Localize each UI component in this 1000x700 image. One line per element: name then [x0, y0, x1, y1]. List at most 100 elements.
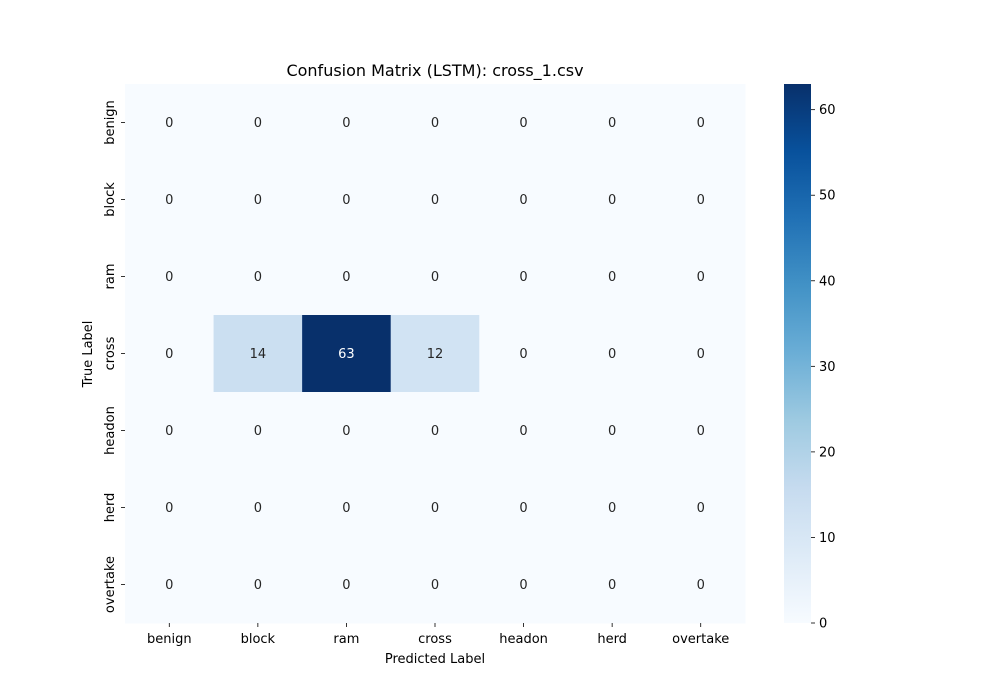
- cell-value-label: 14: [250, 347, 267, 362]
- y-axis-label: True Label: [81, 321, 96, 389]
- cell-value-label: 0: [342, 501, 350, 516]
- colorbar-tick-label: 20: [819, 445, 836, 460]
- y-axis-ticks: benign block ram cross headon herd overtake: [103, 100, 125, 613]
- colorbar-ticks: 0 10 20 30 40 50 60: [811, 103, 836, 632]
- chart-title: Confusion Matrix (LSTM): cross_1.csv: [286, 61, 583, 81]
- x-axis-label: Predicted Label: [385, 652, 485, 667]
- cell-value-label: 12: [427, 347, 444, 362]
- cell-value-label: 0: [697, 424, 705, 439]
- cell-value-label: 0: [431, 116, 439, 131]
- heatmap-cell: [479, 392, 569, 470]
- heatmap-cell: [302, 469, 392, 547]
- cell-value-label: 0: [519, 347, 527, 362]
- heatmap-cell: [213, 315, 303, 393]
- heatmap-cell: [213, 238, 303, 316]
- cell-value-label: 0: [254, 578, 262, 593]
- cell-value-label: 0: [431, 193, 439, 208]
- cell-value-label: 0: [519, 116, 527, 131]
- cell-value-label: 0: [431, 270, 439, 285]
- x-tick-label: cross: [418, 632, 452, 647]
- heatmap-cell: [567, 469, 657, 547]
- heatmap-cell: [125, 546, 215, 624]
- heatmap-cell: [213, 469, 303, 547]
- y-tick-label: ram: [103, 264, 118, 290]
- cell-value-label: 0: [697, 193, 705, 208]
- cell-value-label: 0: [342, 424, 350, 439]
- heatmap-cell: [125, 161, 215, 239]
- heatmap-cell: [656, 315, 746, 393]
- heatmap-cell: [302, 238, 392, 316]
- cell-value-label: 63: [338, 347, 355, 362]
- heatmap-cell: [479, 469, 569, 547]
- heatmap-cell: [567, 238, 657, 316]
- colorbar: [784, 84, 811, 623]
- cell-value-label: 0: [342, 193, 350, 208]
- heatmap-cell: [302, 161, 392, 239]
- heatmap-cell: [125, 238, 215, 316]
- heatmap-cell: [656, 84, 746, 162]
- heatmap-cell: [567, 546, 657, 624]
- cell-value-label: 0: [608, 347, 616, 362]
- cell-value-label: 0: [608, 270, 616, 285]
- y-tick-label: cross: [103, 336, 118, 370]
- heatmap-cell: [567, 392, 657, 470]
- heatmap-cell: [125, 469, 215, 547]
- cell-value-label: 0: [608, 501, 616, 516]
- y-tick-label: headon: [103, 406, 118, 455]
- colorbar-tick-label: 10: [819, 531, 836, 546]
- cell-value-label: 0: [165, 501, 173, 516]
- x-tick-label: overtake: [672, 632, 729, 647]
- cell-value-label: 0: [697, 578, 705, 593]
- heatmap-cells: [125, 84, 746, 624]
- cell-value-label: 0: [342, 578, 350, 593]
- cell-value-label: 0: [608, 116, 616, 131]
- cell-value-label: 0: [254, 501, 262, 516]
- x-tick-label: ram: [333, 632, 359, 647]
- heatmap-cell: [479, 84, 569, 162]
- cell-value-label: 0: [697, 270, 705, 285]
- x-axis-ticks: benign block ram cross headon herd overtake: [147, 623, 729, 647]
- cell-value-label: 0: [519, 424, 527, 439]
- colorbar-tick-label: 40: [819, 274, 836, 289]
- cell-value-label: 0: [342, 116, 350, 131]
- cell-value-label: 0: [165, 270, 173, 285]
- colorbar-tick-label: 60: [819, 103, 836, 118]
- heatmap-cell: [125, 84, 215, 162]
- colorbar-tick-label: 0: [819, 617, 827, 632]
- y-tick-label: benign: [103, 100, 118, 145]
- heatmap-cell: [656, 392, 746, 470]
- heatmap-cell: [390, 315, 480, 393]
- heatmap-cell: [656, 546, 746, 624]
- cell-value-label: 0: [431, 578, 439, 593]
- heatmap-cell-labels: 0 0 0 0 0 0 0 0 0 0 0 0 0 0 0 0 0 0 0 0 0 0 14 63 12 0 0 0 0 0 0 0 0 0 0 0 0…: [165, 116, 705, 593]
- heatmap-cell: [567, 84, 657, 162]
- cell-value-label: 0: [254, 193, 262, 208]
- heatmap-cell: [390, 238, 480, 316]
- heatmap-cell: [302, 546, 392, 624]
- heatmap-cell: [213, 392, 303, 470]
- y-tick-label: overtake: [103, 556, 118, 613]
- heatmap-cell: [213, 84, 303, 162]
- heatmap-cell: [302, 315, 392, 393]
- cell-value-label: 0: [165, 578, 173, 593]
- cell-value-label: 0: [254, 270, 262, 285]
- heatmap-cell: [479, 315, 569, 393]
- cell-value-label: 0: [697, 116, 705, 131]
- heatmap-cell: [567, 315, 657, 393]
- heatmap-cell: [567, 161, 657, 239]
- heatmap-cell: [390, 469, 480, 547]
- heatmap-cell: [479, 546, 569, 624]
- cell-value-label: 0: [697, 347, 705, 362]
- colorbar-tick-label: 50: [819, 189, 836, 204]
- cell-value-label: 0: [165, 116, 173, 131]
- heatmap-cell: [656, 469, 746, 547]
- cell-value-label: 0: [519, 270, 527, 285]
- cell-value-label: 0: [519, 193, 527, 208]
- x-tick-label: headon: [499, 632, 548, 647]
- heatmap-cell: [390, 546, 480, 624]
- x-tick-label: benign: [147, 632, 192, 647]
- cell-value-label: 0: [165, 347, 173, 362]
- cell-value-label: 0: [431, 501, 439, 516]
